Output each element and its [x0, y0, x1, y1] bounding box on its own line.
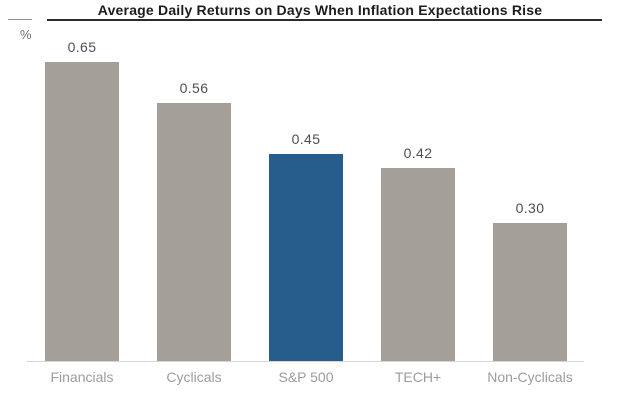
bar-value-label-s-p-500: 0.45	[291, 131, 321, 147]
category-label-cyclicals: Cyclicals	[166, 369, 222, 385]
category-label-s-p-500: S&P 500	[278, 369, 334, 385]
category-label-non-cyclicals: Non-Cyclicals	[487, 369, 573, 385]
bar-cyclicals	[157, 103, 231, 361]
bar-value-label-tech: 0.42	[403, 145, 433, 161]
bar-tech	[381, 168, 455, 361]
bar-group-tech: 0.42	[381, 145, 455, 361]
bar-value-label-financials: 0.65	[67, 39, 97, 55]
bar-s-p-500	[269, 154, 343, 361]
bar-non-cyclicals	[493, 223, 567, 361]
bar-financials	[45, 62, 119, 361]
category-label-financials: Financials	[50, 369, 114, 385]
bar-value-label-cyclicals: 0.56	[179, 80, 209, 96]
bar-value-label-non-cyclicals: 0.30	[515, 200, 545, 216]
bar-group-cyclicals: 0.56	[157, 80, 231, 361]
category-label-tech: TECH+	[394, 369, 442, 385]
y-axis-unit-label: %	[20, 27, 32, 42]
x-axis-baseline	[27, 361, 584, 362]
chart-title: Average Daily Returns on Days When Infla…	[97, 2, 543, 18]
title-underline-left-segment	[8, 19, 32, 20]
bar-group-non-cyclicals: 0.30	[493, 200, 567, 361]
title-underline	[47, 19, 602, 21]
bar-group-financials: 0.65	[45, 39, 119, 361]
bar-group-s-p-500: 0.45	[269, 131, 343, 361]
